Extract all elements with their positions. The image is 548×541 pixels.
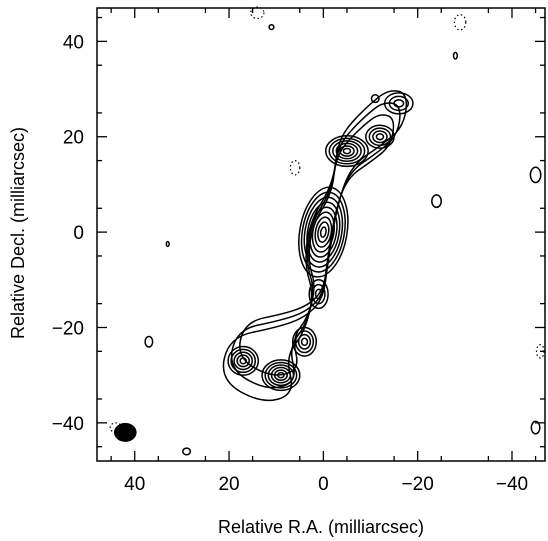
noise-contour xyxy=(165,240,170,248)
x-axis-label: Relative R.A. (milliarcsec) xyxy=(218,517,424,537)
y-tick-label: 40 xyxy=(63,32,84,53)
core-contour xyxy=(300,191,346,273)
noise-contour xyxy=(530,420,541,435)
south-knot-contour xyxy=(314,288,323,300)
x-tick-label: 20 xyxy=(218,474,239,495)
north-knot-contour xyxy=(328,137,366,165)
y-tick-label: 0 xyxy=(73,223,84,244)
south-lobe-3-contour xyxy=(300,337,309,347)
y-tick-label: 20 xyxy=(63,128,84,149)
y-tick-label: −20 xyxy=(52,318,84,339)
noise-contour xyxy=(268,23,275,31)
south-lobe-2-contour xyxy=(227,345,260,376)
jet-envelope-contour xyxy=(239,114,395,376)
core-contour xyxy=(298,186,349,278)
south-lobe-1-contour xyxy=(270,366,292,384)
south-knot-contour xyxy=(311,283,326,305)
core-contour xyxy=(319,226,327,238)
axis-ticks xyxy=(97,8,545,461)
north-lobe-tip-contour xyxy=(388,95,409,112)
y-axis-label: Relative Decl. (milliarcsec) xyxy=(8,127,28,339)
negative-contour xyxy=(250,6,265,20)
south-lobe-1-contour xyxy=(261,359,301,392)
jet-envelope-contour xyxy=(222,90,408,402)
north-knot-contour xyxy=(335,142,359,160)
x-tick-label: 40 xyxy=(124,474,145,495)
north-lobe-tip-contour xyxy=(393,99,405,108)
noise-contour xyxy=(144,335,154,348)
north-knot-2-contour xyxy=(365,124,395,149)
y-tick-label: −40 xyxy=(52,414,84,435)
south-lobe-2-contour xyxy=(230,348,257,374)
north-knot-contour xyxy=(332,140,362,162)
core-contour xyxy=(317,221,330,243)
north-knot-2-contour xyxy=(368,127,392,147)
south-lobe-1-contour xyxy=(264,361,298,389)
negative-contour xyxy=(453,14,467,31)
noise-contour xyxy=(452,51,459,60)
plot-frame xyxy=(96,7,546,462)
core-contour xyxy=(311,211,336,253)
south-knot-contour xyxy=(308,279,329,310)
x-tick-label: −40 xyxy=(496,474,528,495)
noise-contour xyxy=(370,94,380,104)
north-knot-2-contour xyxy=(375,133,385,141)
north-knot-contour xyxy=(324,135,369,168)
south-lobe-3-contour xyxy=(291,326,318,357)
south-lobe-1-contour xyxy=(273,369,288,382)
core-contour xyxy=(306,201,341,263)
south-lobe-2-contour xyxy=(236,354,250,368)
negative-contour xyxy=(289,159,301,176)
noise-contour xyxy=(431,194,443,209)
noise-contour xyxy=(529,166,542,184)
north-knot-contour xyxy=(342,147,352,155)
noise-contour xyxy=(182,447,192,456)
core-contour xyxy=(308,206,338,258)
x-tick-labels: 40 20 0 −20 −40 xyxy=(124,474,528,495)
south-lobe-2-contour xyxy=(233,351,253,371)
beam-ellipse xyxy=(113,422,137,442)
x-tick-label: −20 xyxy=(402,474,434,495)
x-tick-label: 0 xyxy=(318,474,329,495)
south-lobe-1-contour xyxy=(277,371,285,379)
south-lobe-2-contour xyxy=(239,357,247,365)
y-tick-labels: 40 20 0 −20 −40 xyxy=(52,32,84,434)
north-knot-2-contour xyxy=(372,130,388,144)
jet-envelope-contour xyxy=(230,102,401,389)
negative-contour xyxy=(535,344,545,359)
core-contour xyxy=(314,216,333,248)
south-lobe-3-contour xyxy=(297,333,312,350)
jet-envelope-contours xyxy=(222,90,408,402)
component-contours xyxy=(227,92,414,392)
noise-contours xyxy=(109,6,545,456)
south-lobe-1-contour xyxy=(267,364,295,387)
south-lobe-3-contour xyxy=(294,330,315,354)
core-contour xyxy=(303,196,344,268)
north-lobe-tip-contour xyxy=(383,92,414,115)
north-knot-contour xyxy=(339,145,355,157)
